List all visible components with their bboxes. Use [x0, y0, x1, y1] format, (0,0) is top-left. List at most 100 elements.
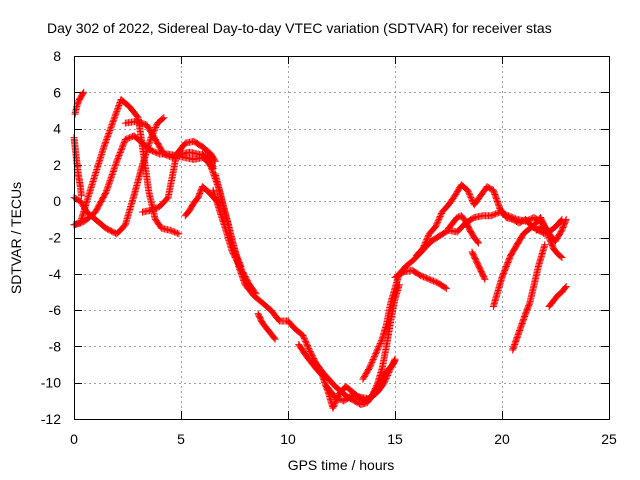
data-point	[154, 149, 162, 157]
data-point	[427, 276, 435, 284]
data-series	[545, 283, 570, 310]
data-point	[330, 403, 338, 411]
data-point	[371, 351, 379, 359]
data-point	[80, 88, 88, 96]
data-point	[302, 337, 310, 345]
data-point	[126, 134, 134, 142]
data-point	[383, 373, 391, 381]
x-tick-label: 10	[280, 431, 296, 447]
data-point	[161, 151, 169, 159]
data-point	[120, 140, 128, 148]
y-tick-label: 2	[53, 157, 61, 173]
data-point	[385, 369, 393, 377]
data-point	[562, 283, 570, 291]
data-point	[207, 163, 215, 171]
data-point	[108, 172, 116, 180]
data-point	[436, 214, 444, 222]
data-point	[382, 376, 390, 384]
data-point	[106, 125, 114, 133]
data-point	[366, 363, 374, 371]
data-point	[420, 241, 428, 249]
data-point	[118, 144, 126, 152]
data-point	[121, 135, 129, 143]
x-tick-label: 20	[494, 431, 510, 447]
data-point	[541, 241, 549, 249]
x-tick-label: 5	[177, 431, 185, 447]
data-point	[103, 185, 111, 193]
data-point	[464, 186, 472, 194]
data-point	[331, 393, 339, 401]
data-point	[333, 394, 341, 402]
data-point	[119, 141, 127, 149]
data-point	[374, 345, 382, 353]
data-points-layer	[70, 88, 570, 412]
x-tick-label: 25	[601, 431, 617, 447]
data-point	[421, 273, 429, 281]
data-point	[108, 121, 116, 129]
data-point	[376, 339, 384, 347]
data-point	[305, 345, 313, 353]
data-point	[369, 355, 377, 363]
data-point	[391, 355, 399, 363]
data-point	[423, 234, 431, 242]
data-point	[433, 220, 441, 228]
data-point	[335, 395, 343, 403]
y-tick-label: -6	[49, 302, 62, 318]
data-point	[169, 227, 177, 235]
data-point	[330, 401, 338, 409]
data-point	[102, 137, 110, 145]
data-point	[365, 364, 373, 372]
data-point	[172, 229, 180, 237]
data-point	[382, 374, 390, 382]
data-point	[115, 151, 123, 159]
plot-frame	[74, 56, 610, 420]
data-point	[112, 109, 120, 117]
data-point	[329, 404, 337, 412]
data-point	[270, 334, 278, 342]
data-point	[492, 210, 500, 218]
data-point	[106, 178, 114, 186]
data-point	[160, 114, 168, 122]
data-point	[370, 354, 378, 362]
data-point	[237, 263, 245, 271]
data-point	[453, 214, 461, 222]
data-point	[252, 290, 260, 298]
data-point	[466, 192, 474, 200]
data-point	[123, 135, 131, 143]
data-point	[110, 115, 118, 123]
data-point	[425, 275, 433, 283]
data-point	[171, 228, 179, 236]
data-point	[115, 153, 123, 161]
data-point	[152, 124, 160, 132]
data-series	[138, 137, 219, 216]
data-point	[111, 163, 119, 171]
data-point	[148, 206, 156, 214]
data-point	[304, 343, 312, 351]
data-point	[111, 113, 119, 121]
data-point	[441, 284, 449, 292]
y-tick-label: 0	[53, 193, 61, 209]
x-tick-label: 0	[70, 431, 78, 447]
data-point	[490, 211, 498, 219]
data-point	[487, 212, 495, 220]
data-point	[525, 300, 533, 308]
data-point	[112, 160, 120, 168]
data-point	[110, 166, 118, 174]
data-point	[109, 169, 117, 177]
data-point	[111, 112, 119, 120]
data-point	[436, 212, 444, 220]
data-point	[430, 277, 438, 285]
data-point	[419, 244, 427, 252]
y-axis-label: SDTVAR / TECUs	[8, 182, 24, 294]
data-point	[373, 382, 381, 390]
data-point	[107, 173, 115, 181]
data-point	[105, 179, 113, 187]
data-point	[104, 131, 112, 139]
data-point	[562, 217, 570, 225]
data-point	[116, 150, 124, 158]
chart-title: Day 302 of 2022, Sidereal Day-to-day VTE…	[47, 20, 552, 36]
data-point	[173, 229, 181, 237]
data-point	[300, 333, 308, 341]
